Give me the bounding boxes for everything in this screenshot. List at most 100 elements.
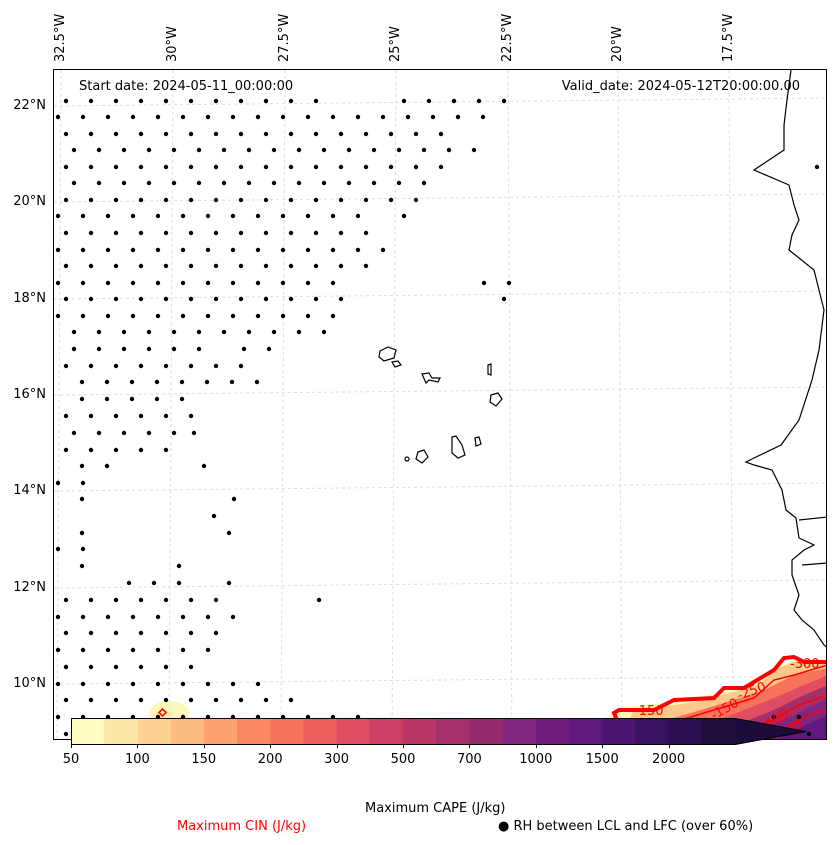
rh-dot bbox=[130, 614, 136, 620]
rh-dot bbox=[305, 280, 311, 286]
map-panel: -150 -250 -150 -100 -50 -300 Start date:… bbox=[53, 69, 827, 740]
island-santo-antao bbox=[378, 346, 397, 362]
rh-dot bbox=[55, 280, 61, 286]
gridline-lat bbox=[54, 97, 826, 107]
rh-dot bbox=[226, 580, 232, 586]
rh-dot bbox=[288, 230, 294, 236]
rh-dot bbox=[313, 164, 319, 170]
rh-dot bbox=[163, 230, 169, 236]
colorbar-tick-label: 150 bbox=[191, 752, 217, 767]
rh-dot bbox=[179, 396, 185, 402]
colorbar-segment bbox=[436, 718, 470, 745]
colorbar-segment bbox=[104, 718, 138, 745]
island-brava bbox=[404, 456, 410, 462]
lat-label-22n: 22°N bbox=[13, 98, 46, 113]
colorbar-segment bbox=[137, 718, 172, 745]
rh-dot bbox=[316, 597, 322, 603]
rh-dot bbox=[129, 379, 135, 385]
colorbar-tick-label: 50 bbox=[62, 752, 80, 767]
rh-dot bbox=[288, 197, 294, 203]
rh-dot bbox=[138, 664, 144, 670]
island-sao-nicolau bbox=[421, 372, 441, 385]
cape-colorbar bbox=[71, 718, 807, 745]
rh-dot bbox=[188, 413, 194, 419]
rh-dot bbox=[288, 296, 294, 302]
rh-dot bbox=[63, 263, 69, 269]
rh-dot bbox=[113, 447, 119, 453]
rh-dot bbox=[88, 131, 94, 137]
rh-dot bbox=[501, 296, 507, 302]
rh-dot bbox=[63, 597, 69, 603]
colorbar-segment bbox=[535, 718, 570, 745]
rh-dot bbox=[55, 114, 61, 120]
coastline-africa bbox=[744, 70, 826, 648]
rh-dot bbox=[80, 614, 86, 620]
rh-dot bbox=[396, 147, 402, 153]
rh-dot bbox=[280, 247, 286, 253]
rh-dot bbox=[55, 546, 61, 552]
rh-dot bbox=[113, 263, 119, 269]
rh-dot bbox=[338, 131, 344, 137]
colorbar-tick-label: 100 bbox=[124, 752, 150, 767]
rh-dot bbox=[438, 131, 444, 137]
rh-dot bbox=[321, 329, 327, 335]
rh-dot bbox=[163, 447, 169, 453]
colorbar-tick-mark bbox=[668, 744, 670, 748]
colorbar-tick-mark bbox=[336, 744, 338, 748]
gridline-lat bbox=[54, 386, 826, 396]
rh-dot bbox=[480, 114, 486, 120]
rh-dot bbox=[113, 363, 119, 369]
rh-dot bbox=[396, 180, 402, 186]
rh-dot bbox=[338, 296, 344, 302]
rh-dot bbox=[338, 197, 344, 203]
island-maio bbox=[474, 436, 482, 447]
rh-dot bbox=[180, 247, 186, 253]
coastline-gambia bbox=[801, 562, 826, 566]
rh-dot bbox=[338, 263, 344, 269]
rh-dot bbox=[806, 731, 812, 737]
rh-dot bbox=[188, 363, 194, 369]
rh-dot bbox=[204, 379, 210, 385]
rh-dot bbox=[155, 647, 161, 653]
rh-dot bbox=[238, 263, 244, 269]
rh-dot bbox=[205, 614, 211, 620]
rh-dot bbox=[263, 197, 269, 203]
rh-dot bbox=[171, 430, 177, 436]
colorbar-tick-mark bbox=[270, 744, 272, 748]
lat-label-18n: 18°N bbox=[13, 291, 46, 306]
rh-legend: ● RH between LCL and LFC (over 60%) bbox=[498, 819, 753, 834]
rh-dot bbox=[79, 463, 85, 469]
rh-dot bbox=[288, 131, 294, 137]
rh-dot bbox=[96, 180, 102, 186]
rh-dot bbox=[346, 180, 352, 186]
rh-dot bbox=[63, 447, 69, 453]
rh-dot bbox=[126, 580, 132, 586]
colorbar-tick-label: 300 bbox=[324, 752, 350, 767]
rh-dot bbox=[88, 413, 94, 419]
rh-dot bbox=[221, 147, 227, 153]
rh-dot bbox=[263, 296, 269, 302]
rh-dot bbox=[155, 213, 161, 219]
rh-dot bbox=[205, 647, 211, 653]
rh-dot bbox=[188, 296, 194, 302]
rh-dot bbox=[155, 280, 161, 286]
rh-dot bbox=[296, 329, 302, 335]
colorbar-tick-mark bbox=[602, 744, 604, 748]
rh-dot bbox=[213, 131, 219, 137]
rh-dot bbox=[113, 413, 119, 419]
rh-dot bbox=[176, 563, 182, 569]
rh-dot bbox=[63, 296, 69, 302]
rh-dot bbox=[154, 396, 160, 402]
rh-dot bbox=[263, 697, 269, 703]
rh-dot bbox=[238, 697, 244, 703]
rh-dot bbox=[363, 164, 369, 170]
rh-dot bbox=[79, 396, 85, 402]
rh-dot bbox=[371, 180, 377, 186]
rh-dot bbox=[130, 681, 136, 687]
rh-dot bbox=[196, 346, 202, 352]
colorbar-segment bbox=[569, 718, 603, 745]
colorbar-tick-mark bbox=[137, 744, 139, 748]
rh-dot bbox=[355, 114, 361, 120]
rh-dot bbox=[501, 98, 507, 104]
rh-dot bbox=[363, 197, 369, 203]
